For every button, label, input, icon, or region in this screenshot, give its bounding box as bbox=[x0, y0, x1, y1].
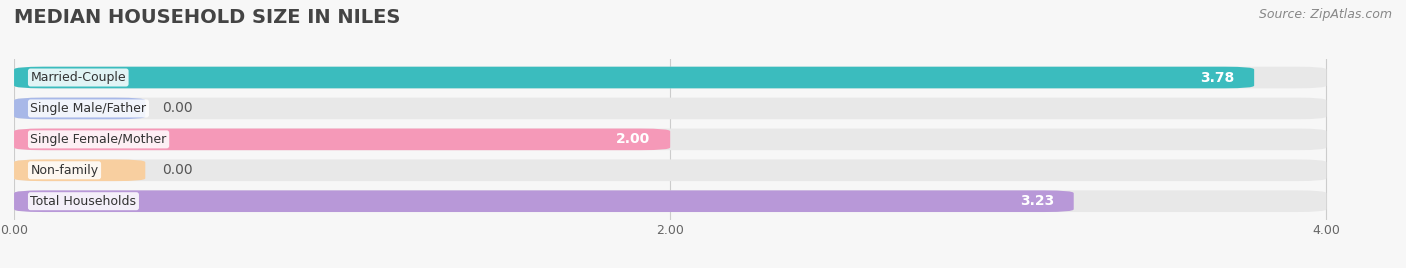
Text: 0.00: 0.00 bbox=[162, 101, 193, 116]
Text: Married-Couple: Married-Couple bbox=[31, 71, 127, 84]
Text: Total Households: Total Households bbox=[31, 195, 136, 208]
Text: Non-family: Non-family bbox=[31, 164, 98, 177]
Text: 2.00: 2.00 bbox=[616, 132, 651, 146]
Text: MEDIAN HOUSEHOLD SIZE IN NILES: MEDIAN HOUSEHOLD SIZE IN NILES bbox=[14, 8, 401, 27]
FancyBboxPatch shape bbox=[14, 98, 145, 119]
FancyBboxPatch shape bbox=[14, 190, 1074, 212]
Text: Single Male/Father: Single Male/Father bbox=[31, 102, 146, 115]
FancyBboxPatch shape bbox=[14, 67, 1254, 88]
Text: 0.00: 0.00 bbox=[162, 163, 193, 177]
Text: Single Female/Mother: Single Female/Mother bbox=[31, 133, 167, 146]
Text: Source: ZipAtlas.com: Source: ZipAtlas.com bbox=[1258, 8, 1392, 21]
FancyBboxPatch shape bbox=[14, 98, 1326, 119]
Text: 3.23: 3.23 bbox=[1019, 194, 1054, 208]
FancyBboxPatch shape bbox=[14, 67, 1326, 88]
FancyBboxPatch shape bbox=[14, 129, 671, 150]
FancyBboxPatch shape bbox=[14, 159, 145, 181]
FancyBboxPatch shape bbox=[14, 190, 1326, 212]
FancyBboxPatch shape bbox=[14, 159, 1326, 181]
Text: 3.78: 3.78 bbox=[1201, 70, 1234, 84]
FancyBboxPatch shape bbox=[14, 129, 1326, 150]
